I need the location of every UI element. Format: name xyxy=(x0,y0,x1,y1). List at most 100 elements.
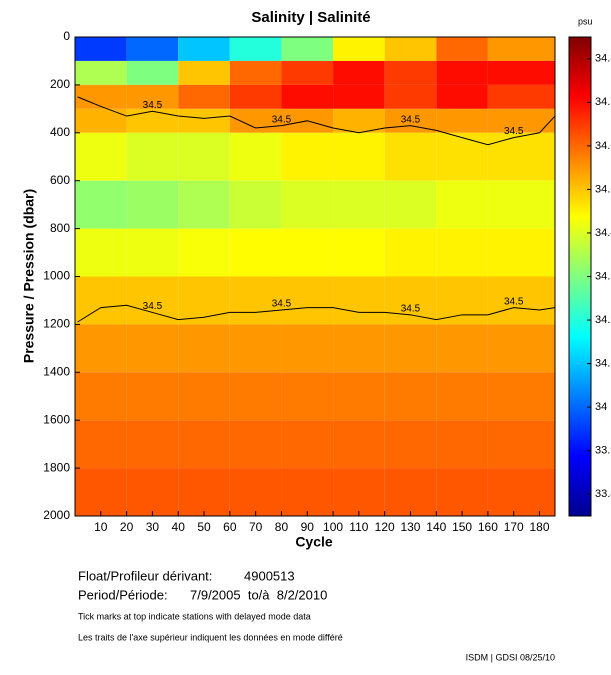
heat-cell xyxy=(384,84,437,109)
heat-cell xyxy=(384,468,437,516)
heat-cell xyxy=(126,180,179,229)
heat-cell xyxy=(178,372,230,421)
x-tick-label: 170 xyxy=(504,520,524,534)
heat-cell xyxy=(333,228,385,277)
x-tick-label: 50 xyxy=(197,520,211,534)
heat-cell xyxy=(384,180,437,229)
heat-cell xyxy=(333,84,385,109)
heat-cell xyxy=(487,372,555,421)
y-tick-label: 2000 xyxy=(43,508,70,522)
heat-cell xyxy=(487,468,555,516)
heat-cell xyxy=(384,324,437,373)
contour-line xyxy=(77,304,556,323)
heat-cell xyxy=(126,37,179,61)
contour-label: 34.5 xyxy=(401,114,421,125)
colorbar-tick-label: 34.1 xyxy=(595,357,611,369)
heat-cell xyxy=(75,468,127,516)
note-fr: Les traits de l'axe supérieur indiquent … xyxy=(78,632,343,642)
y-axis-label: Pressure / Pression (dbar) xyxy=(21,189,37,363)
heat-cell xyxy=(384,420,437,469)
heat-cell xyxy=(487,60,555,85)
heat-cell xyxy=(487,324,555,373)
heat-cell xyxy=(126,420,179,469)
credit: ISDM | GDSI 08/25/10 xyxy=(466,652,555,662)
heat-cell xyxy=(229,60,282,85)
colorbar-tick-label: 34.8 xyxy=(595,53,611,65)
contour-label: 34.5 xyxy=(272,299,292,310)
heat-cell xyxy=(487,420,555,469)
period-label: Period/Période: xyxy=(78,587,168,602)
heat-cell xyxy=(384,60,437,85)
heat-cell xyxy=(178,468,230,516)
heat-cell xyxy=(384,37,437,61)
heat-cell xyxy=(436,420,488,469)
heat-cell xyxy=(75,228,127,277)
heat-cell xyxy=(436,180,488,229)
heat-cell xyxy=(333,468,385,516)
heat-cell xyxy=(281,324,334,373)
heat-cell xyxy=(436,132,488,181)
heat-cell xyxy=(436,276,488,325)
heat-cell xyxy=(126,84,179,109)
heat-cell xyxy=(436,372,488,421)
heat-cell xyxy=(436,84,488,109)
heat-cell xyxy=(384,372,437,421)
heat-cell xyxy=(178,84,230,109)
heat-cell xyxy=(229,468,282,516)
x-tick-label: 10 xyxy=(94,520,108,534)
heat-cell xyxy=(281,468,334,516)
heat-cell xyxy=(229,132,282,181)
heat-cell xyxy=(487,228,555,277)
heat-cell xyxy=(178,420,230,469)
y-tick-label: 800 xyxy=(50,221,70,235)
y-tick-label: 200 xyxy=(50,77,70,91)
y-tick-label: 1400 xyxy=(43,364,70,378)
x-tick-label: 110 xyxy=(349,520,368,534)
heat-cell xyxy=(436,228,488,277)
y-tick-label: 400 xyxy=(50,125,70,139)
heat-cell xyxy=(178,324,230,373)
contour-label: 34.5 xyxy=(272,114,292,125)
heat-cell xyxy=(229,180,282,229)
contour-label: 34.5 xyxy=(143,100,163,111)
colorbar-tick-label: 34.2 xyxy=(595,314,611,326)
heat-cell xyxy=(333,132,385,181)
colorbar-tick-label: 34.6 xyxy=(595,140,611,152)
heat-cell xyxy=(436,324,488,373)
x-tick-label: 180 xyxy=(530,520,550,534)
heat-cell xyxy=(384,228,437,277)
heat-cell xyxy=(487,108,555,133)
heat-cell xyxy=(75,108,127,133)
heat-cell xyxy=(281,37,334,61)
heat-cell xyxy=(75,372,127,421)
x-tick-label: 30 xyxy=(146,520,160,534)
colorbar-tick-label: 34.3 xyxy=(595,270,611,282)
y-tick-label: 0 xyxy=(63,29,70,43)
heat-cell xyxy=(178,37,230,61)
heat-cell xyxy=(281,228,334,277)
heat-cell xyxy=(126,132,179,181)
heat-cell xyxy=(75,180,127,229)
heat-cell xyxy=(333,324,385,373)
contour-label: 34.5 xyxy=(143,301,163,312)
heat-cell xyxy=(436,60,488,85)
heat-cell xyxy=(178,180,230,229)
heat-cell xyxy=(333,180,385,229)
heat-cell xyxy=(281,132,334,181)
float-id: 4900513 xyxy=(244,568,295,583)
x-tick-label: 40 xyxy=(172,520,186,534)
heat-cell xyxy=(333,108,385,133)
heat-cell xyxy=(126,108,179,133)
period: 7/9/2005 to/à 8/2/2010 xyxy=(190,587,327,602)
heat-cell xyxy=(281,84,334,109)
float-label: Float/Profileur dérivant: xyxy=(78,568,212,583)
x-tick-label: 100 xyxy=(323,520,343,534)
x-tick-label: 20 xyxy=(120,520,134,534)
heat-cell xyxy=(178,60,230,85)
heat-cell xyxy=(126,276,179,325)
heat-cell xyxy=(281,180,334,229)
heat-cell xyxy=(126,60,179,85)
x-tick-label: 60 xyxy=(223,520,237,534)
heat-cell xyxy=(333,372,385,421)
